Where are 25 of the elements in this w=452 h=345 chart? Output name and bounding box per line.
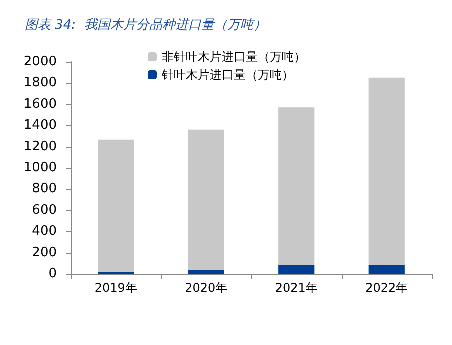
x-tick-label: 2022年 [366, 281, 408, 295]
y-tick-label: 1000 [24, 160, 57, 176]
y-tick-label: 1600 [24, 96, 57, 112]
y-tick-label: 200 [32, 245, 57, 260]
y-tick-label: 800 [32, 182, 57, 197]
bar [368, 78, 405, 265]
x-tick-label: 2021年 [275, 281, 318, 295]
y-tick-label: 2000 [24, 54, 57, 70]
y-tick-label: 600 [32, 202, 57, 218]
y-tick-label: 400 [32, 224, 57, 240]
x-tick-label: 2020年 [185, 281, 228, 295]
bar [368, 264, 405, 274]
y-tick-label: 1400 [24, 118, 57, 134]
y-tick-label: 0 [48, 266, 57, 282]
chart-title: 图表 34: 我国木片分品种进口量（万吨） [25, 18, 266, 33]
bar [188, 130, 224, 270]
legend-label: 针叶木片进口量（万吨） [161, 68, 294, 82]
y-tick-label: 1200 [24, 139, 57, 154]
bar [98, 140, 134, 272]
legend-label: 非针叶木片进口量（万吨） [162, 50, 306, 64]
x-tick-label: 2019年 [94, 281, 138, 295]
bar [188, 270, 224, 274]
bar [278, 108, 315, 266]
bar [278, 266, 315, 274]
y-tick-label: 1800 [24, 76, 57, 91]
